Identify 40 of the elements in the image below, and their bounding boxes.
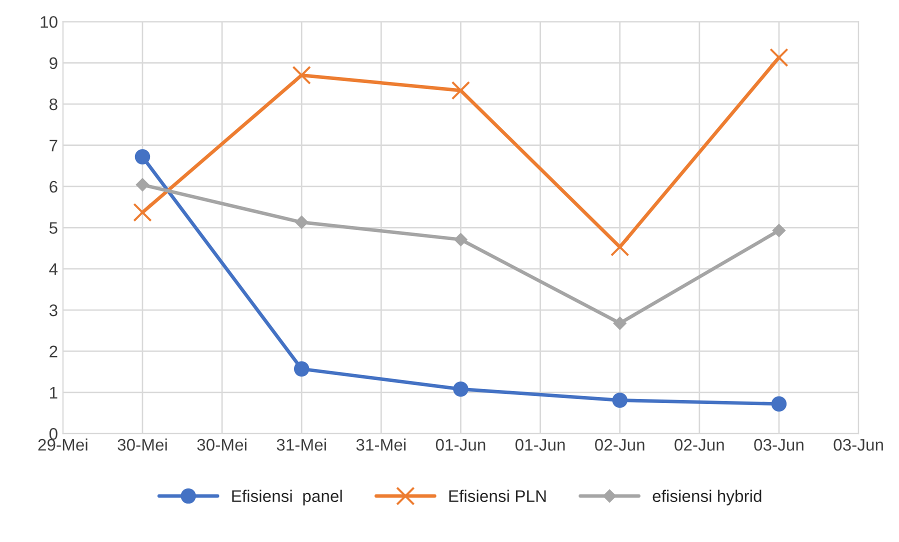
x-tick-label: 03-Jun <box>754 438 804 451</box>
point <box>294 361 310 377</box>
legend-label: efisiensi hybrid <box>652 490 762 506</box>
legend-label: Efisiensi PLN <box>449 490 546 502</box>
x-tick-label: 30-Mei <box>118 438 167 451</box>
y-tick-label: 4 <box>49 263 58 275</box>
y-tick-label: 6 <box>50 180 58 193</box>
x-tick-label: 29-Mei <box>38 438 88 451</box>
point <box>772 224 786 238</box>
point <box>454 232 468 246</box>
point <box>770 48 788 67</box>
point <box>612 392 628 408</box>
y-tick-label: 3 <box>49 304 58 316</box>
x-tick-label: 31-Mei <box>356 438 406 451</box>
point <box>292 66 311 85</box>
point <box>133 203 152 222</box>
legend-label: Efisiensi panel <box>232 490 342 506</box>
x-tick-label: 01-Jun <box>515 438 565 451</box>
y-tick-label: 9 <box>50 57 58 70</box>
point <box>610 238 630 256</box>
x-tick-label: 01-Jun <box>436 438 486 451</box>
x-tick-label: 31-Mei <box>276 438 326 451</box>
y-tick-label: 7 <box>50 140 58 152</box>
y-tick-label: 1 <box>50 386 58 398</box>
x-tick-label: 03-Jun <box>834 438 883 451</box>
point <box>294 215 308 230</box>
point <box>453 381 468 397</box>
x-tick-label: 30-Mei <box>197 438 246 451</box>
x-tick-label: 02-Jun <box>595 438 644 451</box>
point <box>136 178 150 192</box>
point <box>612 316 627 330</box>
point <box>134 149 150 164</box>
y-tick-label: 10 <box>40 16 58 28</box>
point <box>771 396 787 412</box>
y-tick-label: 2 <box>50 346 58 358</box>
point <box>451 81 470 100</box>
y-tick-label: 8 <box>50 98 58 110</box>
y-tick-label: 5 <box>49 222 58 234</box>
y-tick-label: 0 <box>49 428 58 440</box>
x-tick-label: 02-Jun <box>674 438 724 451</box>
